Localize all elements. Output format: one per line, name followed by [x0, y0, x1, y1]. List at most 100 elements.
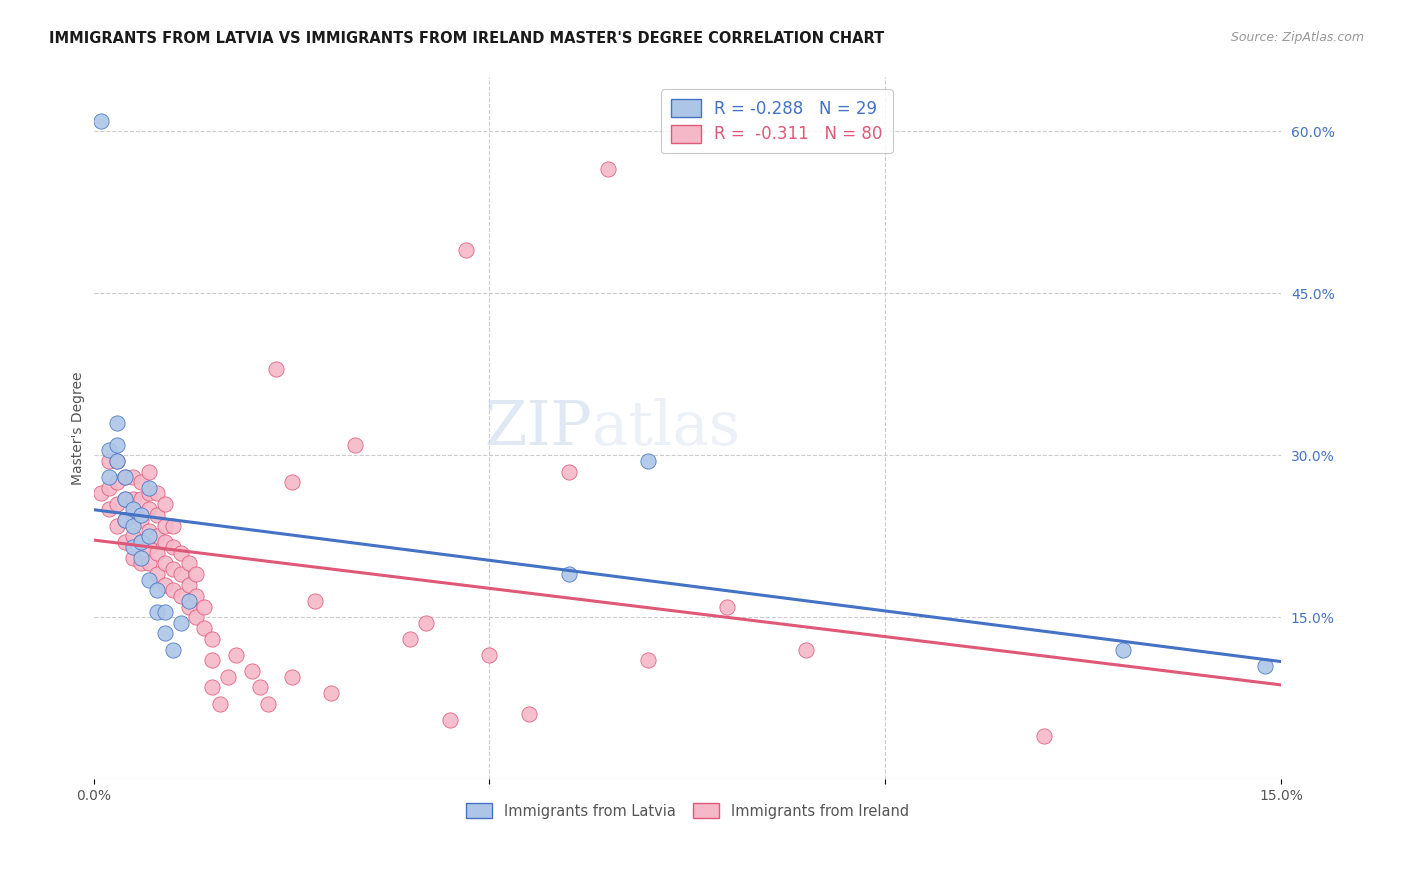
- Point: [105, 497, 128, 511]
- Point: [129, 534, 152, 549]
- Point: [162, 540, 184, 554]
- Point: [114, 491, 136, 506]
- Point: [177, 594, 200, 608]
- Point: [217, 670, 239, 684]
- Point: [304, 594, 326, 608]
- Point: [98, 442, 121, 457]
- Point: [264, 362, 287, 376]
- Point: [105, 518, 128, 533]
- Point: [153, 518, 176, 533]
- Point: [114, 470, 136, 484]
- Point: [90, 486, 112, 500]
- Point: [517, 707, 540, 722]
- Point: [716, 599, 738, 614]
- Point: [146, 545, 169, 559]
- Point: [138, 573, 160, 587]
- Text: Source: ZipAtlas.com: Source: ZipAtlas.com: [1230, 31, 1364, 45]
- Point: [129, 513, 152, 527]
- Y-axis label: Master's Degree: Master's Degree: [72, 372, 86, 485]
- Point: [637, 653, 659, 667]
- Point: [122, 540, 145, 554]
- Point: [186, 567, 208, 582]
- Point: [122, 550, 145, 565]
- Point: [162, 518, 184, 533]
- Point: [225, 648, 247, 662]
- Point: [256, 697, 278, 711]
- Point: [201, 653, 224, 667]
- Text: IMMIGRANTS FROM LATVIA VS IMMIGRANTS FROM IRELAND MASTER'S DEGREE CORRELATION CH: IMMIGRANTS FROM LATVIA VS IMMIGRANTS FRO…: [49, 31, 884, 46]
- Point: [138, 529, 160, 543]
- Point: [146, 508, 169, 522]
- Point: [153, 578, 176, 592]
- Point: [146, 486, 169, 500]
- Point: [1032, 729, 1054, 743]
- Point: [177, 578, 200, 592]
- Point: [169, 589, 191, 603]
- Legend: Immigrants from Latvia, Immigrants from Ireland: Immigrants from Latvia, Immigrants from …: [460, 797, 915, 824]
- Point: [162, 642, 184, 657]
- Point: [138, 481, 160, 495]
- Point: [98, 470, 121, 484]
- Point: [114, 513, 136, 527]
- Point: [240, 665, 263, 679]
- Point: [162, 562, 184, 576]
- Point: [129, 475, 152, 490]
- Point: [122, 518, 145, 533]
- Point: [343, 437, 366, 451]
- Point: [399, 632, 422, 646]
- Point: [114, 513, 136, 527]
- Point: [105, 437, 128, 451]
- Point: [98, 481, 121, 495]
- Point: [90, 113, 112, 128]
- Point: [209, 697, 232, 711]
- Point: [794, 642, 817, 657]
- Point: [186, 589, 208, 603]
- Point: [153, 626, 176, 640]
- Point: [153, 605, 176, 619]
- Point: [146, 605, 169, 619]
- Point: [98, 502, 121, 516]
- Point: [138, 524, 160, 538]
- Point: [454, 243, 477, 257]
- Point: [169, 545, 191, 559]
- Point: [146, 583, 169, 598]
- Point: [153, 534, 176, 549]
- Point: [186, 610, 208, 624]
- Point: [249, 681, 271, 695]
- Point: [177, 557, 200, 571]
- Point: [146, 567, 169, 582]
- Point: [105, 416, 128, 430]
- Point: [153, 557, 176, 571]
- Point: [280, 670, 302, 684]
- Point: [439, 713, 461, 727]
- Point: [169, 615, 191, 630]
- Point: [122, 508, 145, 522]
- Point: [201, 681, 224, 695]
- Point: [138, 465, 160, 479]
- Point: [129, 491, 152, 506]
- Point: [280, 475, 302, 490]
- Point: [129, 508, 152, 522]
- Point: [122, 491, 145, 506]
- Point: [557, 465, 579, 479]
- Point: [637, 454, 659, 468]
- Point: [114, 491, 136, 506]
- Point: [319, 686, 342, 700]
- Point: [138, 486, 160, 500]
- Point: [177, 599, 200, 614]
- Point: [114, 470, 136, 484]
- Point: [146, 529, 169, 543]
- Point: [122, 529, 145, 543]
- Point: [105, 454, 128, 468]
- Point: [122, 470, 145, 484]
- Point: [415, 615, 437, 630]
- Point: [129, 534, 152, 549]
- Point: [138, 540, 160, 554]
- Point: [193, 599, 215, 614]
- Point: [138, 502, 160, 516]
- Point: [201, 632, 224, 646]
- Text: atlas: atlas: [592, 399, 741, 458]
- Point: [162, 583, 184, 598]
- Text: ZIP: ZIP: [485, 399, 592, 458]
- Point: [129, 550, 152, 565]
